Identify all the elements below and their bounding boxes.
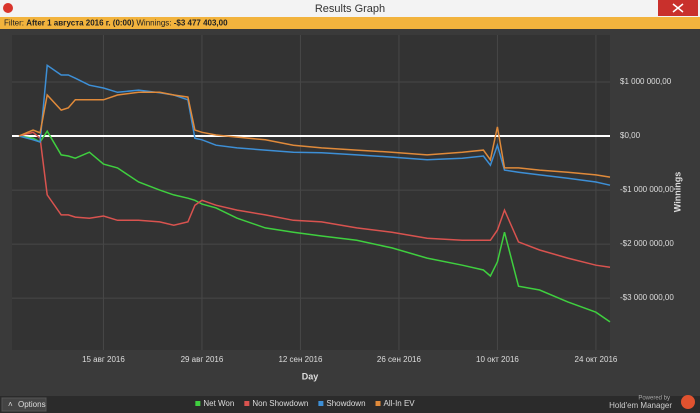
window-title: Results Graph xyxy=(315,3,385,15)
legend-swatch xyxy=(195,401,201,406)
x-axis-title: Day xyxy=(302,371,319,381)
series-line xyxy=(18,91,611,178)
filter-bar xyxy=(0,17,700,29)
close-icon xyxy=(672,3,684,13)
legend-label: Net Won xyxy=(203,399,234,408)
y-tick-label: $1 000 000,00 xyxy=(620,77,672,86)
x-tick-label: 26 сен 2016 xyxy=(377,355,422,364)
options-label: Options xyxy=(18,400,46,409)
legend-item: All-In EV xyxy=(375,399,416,408)
title-bar xyxy=(0,0,700,17)
brand-name: Hold'em Manager xyxy=(609,401,672,410)
legend-item: Non Showdown xyxy=(244,399,308,408)
legend-label: Non Showdown xyxy=(252,399,308,408)
legend-item: Net Won xyxy=(195,399,234,408)
app-icon xyxy=(3,3,13,13)
legend-label: All-In EV xyxy=(384,399,416,408)
powered-by: Powered by xyxy=(638,396,670,402)
y-tick-label: -$1 000 000,00 xyxy=(620,185,674,194)
series-line xyxy=(18,131,611,269)
y-tick-label: -$2 000 000,00 xyxy=(620,239,674,248)
plot-area xyxy=(12,35,610,350)
options-button[interactable] xyxy=(1,397,47,412)
y-tick-label: $0,00 xyxy=(620,131,641,140)
options-caret: ˄ xyxy=(8,400,13,409)
series-line xyxy=(18,129,611,323)
x-tick-label: 15 авг 2016 xyxy=(82,355,125,364)
filter-text: Filter: After 1 августа 2016 г. (0:00) W… xyxy=(4,19,228,28)
x-tick-label: 12 сен 2016 xyxy=(278,355,323,364)
y-axis-title: Winnings xyxy=(672,172,682,212)
legend-swatch xyxy=(244,401,250,406)
brand-logo xyxy=(681,395,695,409)
x-tick-label: 24 окт 2016 xyxy=(575,355,618,364)
footer-bar xyxy=(0,396,700,413)
legend-label: Showdown xyxy=(326,399,365,408)
series-line xyxy=(18,63,611,186)
legend-swatch xyxy=(375,401,381,406)
legend-item: Showdown xyxy=(318,399,366,408)
x-tick-label: 10 окт 2016 xyxy=(476,355,519,364)
y-tick-label: -$3 000 000,00 xyxy=(620,293,674,302)
x-tick-label: 29 авг 2016 xyxy=(181,355,224,364)
legend-swatch xyxy=(318,401,324,406)
